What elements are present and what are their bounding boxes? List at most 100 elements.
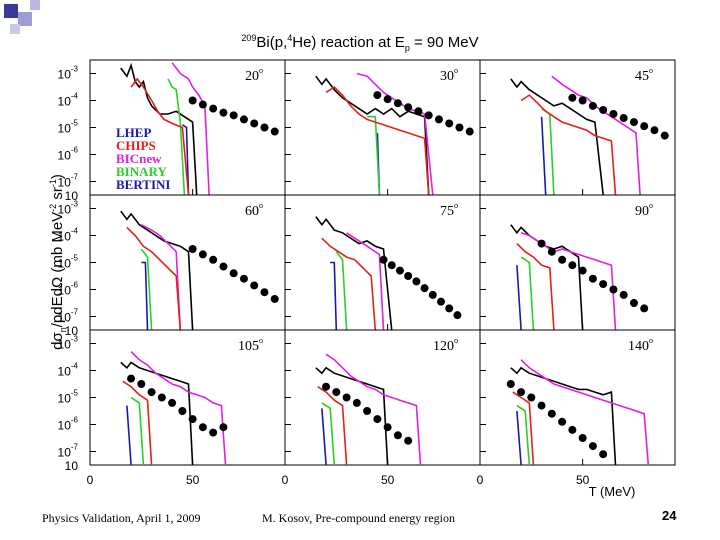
- data-point: [363, 407, 372, 415]
- data-point: [322, 382, 331, 391]
- data-point: [588, 442, 597, 451]
- data-point: [568, 261, 577, 270]
- data-point: [383, 423, 392, 432]
- series-binary-line: [520, 256, 535, 331]
- y-axis-label: dσn/pdEdΩ (mb MeV-2 sr-1): [48, 174, 68, 350]
- panel-angle-label: 120o: [433, 336, 458, 354]
- series-bicnew-line: [140, 223, 182, 331]
- data-point: [465, 127, 474, 136]
- data-point: [393, 99, 402, 108]
- data-point: [517, 388, 526, 397]
- data-point: [599, 280, 608, 289]
- data-point: [428, 290, 437, 299]
- data-point: [168, 398, 177, 407]
- data-point: [373, 415, 382, 424]
- data-point: [660, 131, 669, 140]
- series-black-line: [315, 216, 393, 331]
- data-point: [209, 104, 218, 113]
- series-bicnew-line: [520, 359, 650, 466]
- data-point: [414, 107, 423, 116]
- series-bertini-line: [330, 261, 338, 331]
- y-tick-label: 10: [65, 189, 79, 203]
- data-point: [578, 434, 587, 442]
- series-black-line: [315, 366, 389, 466]
- data-point: [445, 119, 454, 128]
- data-point: [424, 111, 433, 120]
- data-point: [537, 401, 546, 410]
- page-number: 24: [662, 508, 677, 523]
- data-point: [147, 388, 156, 397]
- data-point: [547, 247, 556, 256]
- data-point: [209, 428, 218, 437]
- data-point: [412, 277, 421, 286]
- series-black-line: [510, 78, 604, 196]
- series-chips-line: [321, 237, 377, 331]
- series-bertini-line: [516, 265, 522, 331]
- data-point: [379, 255, 388, 264]
- series-bertini-line: [181, 124, 190, 196]
- y-tick-label: 10: [65, 459, 79, 473]
- y-tick-label: 10-4: [58, 92, 79, 109]
- series-chips-line: [512, 391, 535, 466]
- y-tick-label: 10-3: [58, 200, 79, 217]
- legend-item: BERTINI: [116, 177, 170, 192]
- data-point: [373, 91, 382, 100]
- data-point: [387, 261, 396, 270]
- y-tick-label: 10-4: [58, 227, 79, 244]
- data-point: [178, 407, 187, 415]
- data-point: [558, 255, 567, 264]
- data-point: [588, 274, 597, 283]
- data-point: [198, 423, 207, 432]
- data-point: [229, 269, 238, 278]
- data-point: [629, 118, 638, 127]
- series-chips-line: [520, 94, 617, 196]
- data-point: [453, 311, 462, 320]
- panel-angle-label: 30o: [440, 66, 458, 84]
- series-binary-line: [130, 396, 145, 466]
- y-tick-label: 10-3: [58, 335, 79, 352]
- chart-title: 209Bi(p,4He) reaction at Ep = 90 MeV: [241, 33, 478, 53]
- data-point: [404, 103, 413, 112]
- data-point: [157, 393, 166, 402]
- data-point: [568, 93, 577, 102]
- data-point: [219, 108, 228, 117]
- series-bicnew-line: [171, 62, 210, 196]
- x-tick-label: 50: [186, 473, 200, 487]
- series-black-line: [510, 224, 584, 331]
- data-point: [455, 123, 464, 132]
- y-tick-label: 10-6: [58, 281, 79, 298]
- series-bicnew-line: [346, 232, 385, 331]
- data-point: [578, 266, 587, 275]
- y-tick-label: 10-3: [58, 65, 79, 82]
- panel-angle-label: 105o: [238, 336, 263, 354]
- series-chips-line: [516, 243, 555, 331]
- data-point: [239, 115, 248, 124]
- y-tick-label: 10-6: [58, 146, 79, 163]
- series-bicnew-line: [130, 351, 227, 466]
- series-chips-line: [130, 77, 190, 196]
- panel-angle-label: 75o: [440, 201, 458, 219]
- data-point: [568, 425, 577, 434]
- series-binary-line: [140, 248, 153, 331]
- data-point: [619, 290, 628, 299]
- data-point: [558, 417, 567, 426]
- series-black-line: [315, 75, 430, 196]
- panel-angle-label: 60o: [245, 201, 263, 219]
- data-point: [537, 239, 546, 248]
- y-tick-label: 10-7: [58, 308, 79, 325]
- series-chips-line: [317, 386, 348, 466]
- data-point: [609, 285, 618, 294]
- series-bertini-line: [321, 408, 327, 466]
- series-black-line: [510, 366, 617, 466]
- data-point: [260, 123, 269, 132]
- series-binary-line: [335, 251, 348, 331]
- data-point: [395, 266, 404, 275]
- data-point: [198, 250, 207, 259]
- x-tick-label: 0: [477, 473, 484, 487]
- data-point: [188, 245, 197, 253]
- footer-center: M. Kosov, Pre-compound energy region: [262, 511, 455, 525]
- y-tick-label: 10-5: [58, 254, 79, 271]
- panel-angle-label: 45o: [635, 66, 653, 84]
- x-tick-label: 0: [87, 473, 94, 487]
- series-black-line: [120, 210, 194, 331]
